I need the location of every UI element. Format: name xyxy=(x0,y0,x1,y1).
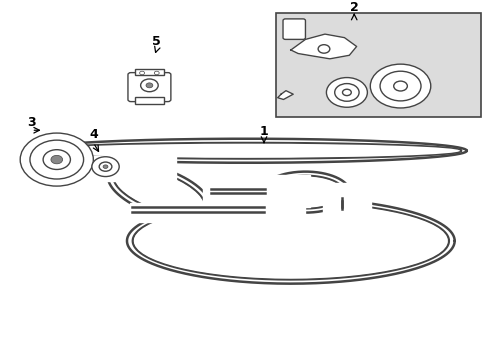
Text: 4: 4 xyxy=(89,128,98,141)
Circle shape xyxy=(146,83,153,88)
FancyBboxPatch shape xyxy=(283,19,305,39)
Circle shape xyxy=(43,150,70,170)
Circle shape xyxy=(326,77,366,107)
Bar xyxy=(276,13,480,117)
Polygon shape xyxy=(277,91,293,99)
Text: 5: 5 xyxy=(152,35,161,48)
Text: 3: 3 xyxy=(27,116,36,129)
Circle shape xyxy=(103,165,108,168)
Ellipse shape xyxy=(134,203,447,279)
Ellipse shape xyxy=(114,168,203,215)
Circle shape xyxy=(20,133,93,186)
Bar xyxy=(203,175,310,207)
Circle shape xyxy=(334,84,358,101)
FancyBboxPatch shape xyxy=(128,73,170,102)
Circle shape xyxy=(51,155,62,164)
Bar xyxy=(83,156,176,181)
Polygon shape xyxy=(290,34,356,59)
Bar xyxy=(322,183,370,225)
Bar xyxy=(135,97,163,104)
Circle shape xyxy=(393,81,407,91)
Circle shape xyxy=(318,45,329,53)
Circle shape xyxy=(154,71,159,75)
Ellipse shape xyxy=(267,176,342,208)
Circle shape xyxy=(342,89,350,96)
Circle shape xyxy=(369,64,430,108)
Circle shape xyxy=(141,79,158,92)
Circle shape xyxy=(379,71,420,101)
Circle shape xyxy=(30,140,83,179)
Circle shape xyxy=(92,157,119,176)
Circle shape xyxy=(140,71,144,75)
Circle shape xyxy=(99,162,112,171)
Ellipse shape xyxy=(34,144,459,158)
Text: 2: 2 xyxy=(349,1,358,14)
Bar xyxy=(135,69,163,76)
Bar xyxy=(130,203,305,222)
Text: 1: 1 xyxy=(259,125,268,138)
